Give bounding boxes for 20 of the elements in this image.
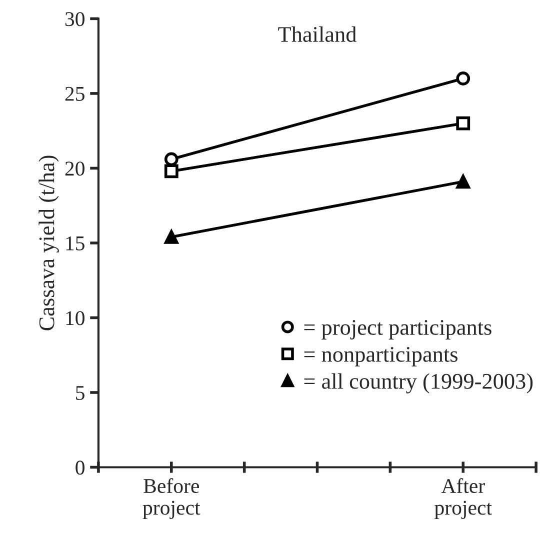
point xyxy=(164,230,178,244)
legend-label: = nonparticipants xyxy=(304,346,458,366)
y-tick-label: 20 xyxy=(65,162,84,176)
x-tick-label: Before project xyxy=(142,478,200,520)
y-tick-label: 5 xyxy=(76,386,84,400)
point xyxy=(456,72,470,86)
chart-title: Thailand xyxy=(278,26,356,42)
y-tick-label: 15 xyxy=(66,236,84,250)
point xyxy=(456,116,470,130)
x-tick-label: After project xyxy=(434,478,492,520)
y-axis-title: Cassava yield (t/ha) xyxy=(38,156,59,330)
legend-label: = project participants xyxy=(304,320,492,340)
point xyxy=(456,174,470,189)
y-tick-label: 25 xyxy=(65,86,84,101)
y-tick-label: 30 xyxy=(65,12,84,26)
point xyxy=(164,164,178,178)
legend-label: = all country (1999-2003) xyxy=(304,373,533,394)
point xyxy=(164,152,178,166)
y-tick-label: 10 xyxy=(66,311,84,326)
y-tick-label: 0 xyxy=(76,460,84,475)
